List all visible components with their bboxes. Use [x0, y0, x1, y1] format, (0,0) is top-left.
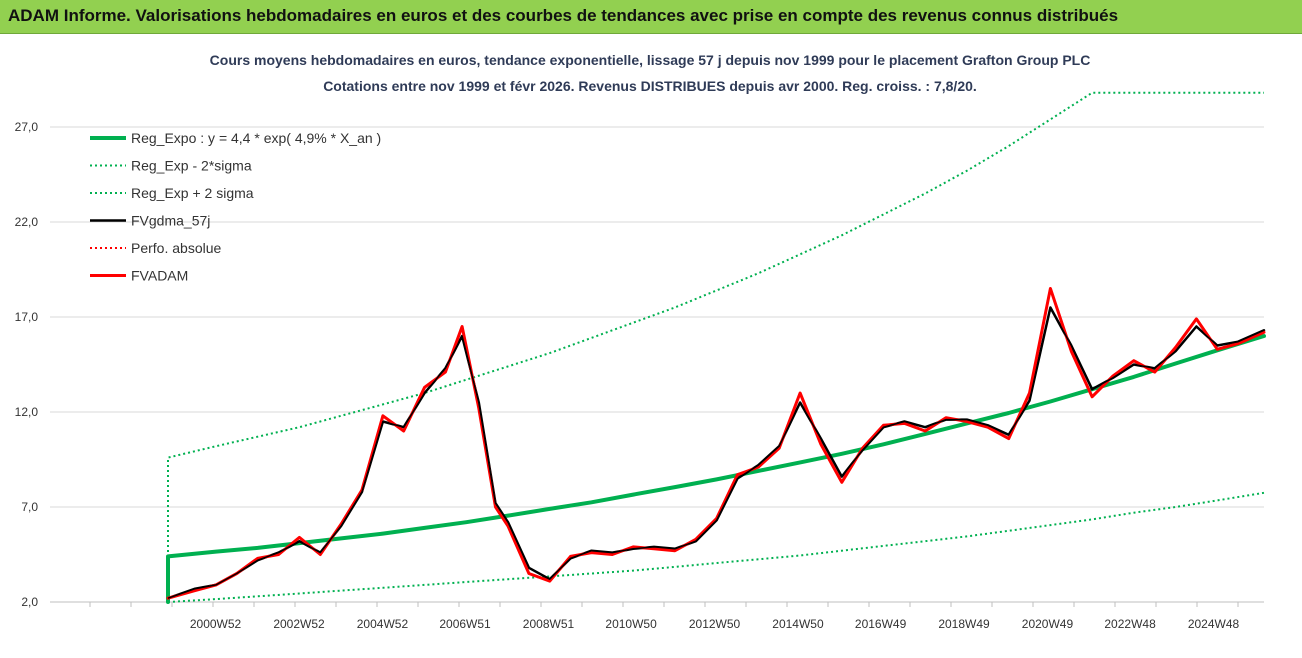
- legend-label-5: FVADAM: [131, 268, 188, 284]
- x-tick-label: 2008W51: [523, 617, 575, 631]
- y-axis-ticks: 2,0 7,0 12,0 17,0 22,0 27,0: [15, 120, 39, 609]
- series-line-5: [166, 287, 1266, 600]
- series-lines: [166, 91, 1266, 604]
- x-tick-label: 2010W50: [605, 617, 657, 631]
- x-tick-label: 2004W52: [357, 617, 409, 631]
- chart-title: Cours moyens hebdomadaires en euros, ten…: [210, 52, 1091, 68]
- x-tick-label: 2002W52: [273, 617, 325, 631]
- chart-area: Cours moyens hebdomadaires en euros, ten…: [0, 34, 1302, 653]
- series-line-0: [166, 334, 1266, 604]
- gridlines: [50, 126, 1264, 603]
- x-tick-label: 2022W48: [1104, 617, 1156, 631]
- x-tick-label: 2014W50: [772, 617, 824, 631]
- legend-label-4: Perfo. absolue: [131, 240, 221, 256]
- x-tick-label: 2012W50: [689, 617, 741, 631]
- legend-label-0: Reg_Expo : y = 4,4 * exp( 4,9% * X_an ): [131, 130, 381, 146]
- y-tick-label: 2,0: [21, 595, 38, 609]
- y-tick-label: 7,0: [21, 500, 38, 514]
- legend-label-2: Reg_Exp + 2 sigma: [131, 185, 254, 201]
- y-tick-label: 17,0: [15, 310, 39, 324]
- x-tick-label: 2016W49: [855, 617, 907, 631]
- price-chart: Cours moyens hebdomadaires en euros, ten…: [0, 34, 1302, 653]
- chart-subtitle: Cotations entre nov 1999 et févr 2026. R…: [323, 78, 977, 94]
- x-tick-label: 2000W52: [190, 617, 242, 631]
- x-axis-ticks: 2000W52 2002W52 2004W52 2006W51 2008W51 2010W…: [89, 602, 1240, 631]
- legend-label-3: FVgdma_57j: [131, 213, 210, 229]
- series-line-3-overlay: [167, 306, 1265, 599]
- y-tick-label: 12,0: [15, 405, 39, 419]
- x-tick-label: 2018W49: [938, 617, 990, 631]
- x-tick-label: 2024W48: [1188, 617, 1240, 631]
- series-line-2: [167, 91, 1264, 602]
- report-banner: ADAM Informe. Valorisations hebdomadaire…: [0, 0, 1302, 34]
- legend-label-1: Reg_Exp - 2*sigma: [131, 158, 252, 174]
- legend: Reg_Expo : y = 4,4 * exp( 4,9% * X_an ) R…: [90, 130, 381, 284]
- banner-title: ADAM Informe. Valorisations hebdomadaire…: [8, 6, 1119, 25]
- y-tick-label: 27,0: [15, 120, 39, 134]
- y-tick-label: 22,0: [15, 215, 39, 229]
- series-line-1: [167, 491, 1265, 603]
- x-tick-label: 2020W49: [1022, 617, 1074, 631]
- x-tick-label: 2006W51: [439, 617, 491, 631]
